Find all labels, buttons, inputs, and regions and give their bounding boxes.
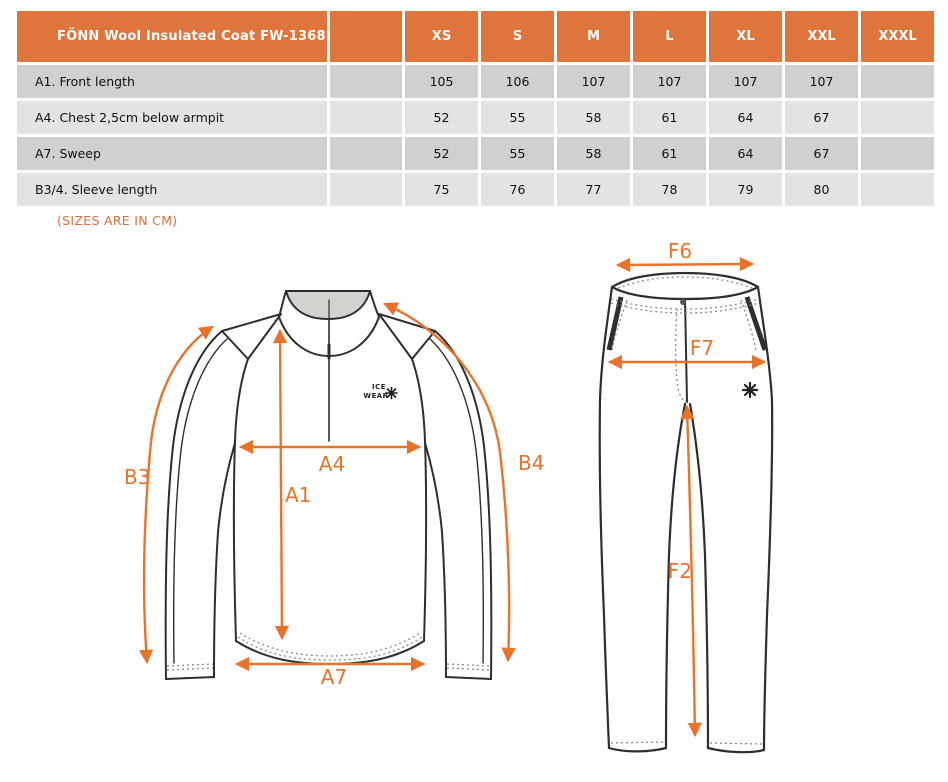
product-title: FÖNN Wool Insulated Coat FW-1368 <box>17 11 327 62</box>
spacer-cell <box>330 101 402 134</box>
spacer-cell <box>330 137 402 170</box>
value-cell: 79 <box>709 173 782 206</box>
size-header-xs: XS <box>405 11 478 62</box>
size-header-m: M <box>557 11 630 62</box>
logo-text-wear: WEAR <box>363 392 388 400</box>
value-cell <box>861 173 934 206</box>
value-cell: 78 <box>633 173 706 206</box>
value-cell <box>861 101 934 134</box>
waist-button <box>680 299 686 305</box>
a4-label: A4 <box>319 452 345 476</box>
table-row: B3/4. Sleeve length 75 76 77 78 79 80 <box>17 173 934 206</box>
jacket-arrows <box>138 302 516 672</box>
a7-label: A7 <box>321 665 347 689</box>
header-spacer-cell <box>330 11 402 62</box>
snowflake-icon <box>385 386 398 400</box>
value-cell: 107 <box>633 65 706 98</box>
value-cell: 61 <box>633 137 706 170</box>
table-header-row: FÖNN Wool Insulated Coat FW-1368 XS S M … <box>17 11 934 62</box>
icewear-logo: ICE WEAR <box>363 383 398 400</box>
b4-arrow <box>383 302 516 663</box>
f2-arrow <box>680 404 703 738</box>
value-cell: 106 <box>481 65 554 98</box>
value-cell: 76 <box>481 173 554 206</box>
units-note: (SIZES ARE IN CM) <box>57 213 178 228</box>
measurement-diagrams: ICE WEAR B3 B4 A1 A4 A7 <box>124 239 774 754</box>
pants-diagram <box>598 271 774 754</box>
value-cell: 75 <box>405 173 478 206</box>
value-cell: 52 <box>405 137 478 170</box>
value-cell: 64 <box>709 137 782 170</box>
b3-arrow <box>138 325 214 665</box>
f6-arrow <box>615 256 755 273</box>
table-row: A1. Front length 105 106 107 107 107 107 <box>17 65 934 98</box>
collar-inside <box>285 290 371 320</box>
value-cell: 67 <box>785 137 858 170</box>
pants-stitching <box>610 276 763 745</box>
table-row: A4. Chest 2,5cm below armpit 52 55 58 61… <box>17 101 934 134</box>
logo-text-ice: ICE <box>372 383 386 391</box>
spacer-cell <box>330 173 402 206</box>
size-header-l: L <box>633 11 706 62</box>
row-label: A4. Chest 2,5cm below armpit <box>17 101 327 134</box>
value-cell: 67 <box>785 101 858 134</box>
value-cell: 52 <box>405 101 478 134</box>
value-cell: 107 <box>557 65 630 98</box>
spacer-cell <box>330 65 402 98</box>
value-cell: 55 <box>481 101 554 134</box>
size-header-xl: XL <box>709 11 782 62</box>
value-cell: 105 <box>405 65 478 98</box>
jacket-diagram <box>164 290 493 680</box>
pants-arrows <box>607 256 767 738</box>
value-cell: 77 <box>557 173 630 206</box>
size-header-xxl: XXL <box>785 11 858 62</box>
size-header-xxxl: XXXL <box>861 11 934 62</box>
f2-label: F2 <box>668 559 692 583</box>
value-cell: 58 <box>557 101 630 134</box>
value-cell <box>861 137 934 170</box>
size-header-s: S <box>481 11 554 62</box>
row-label: B3/4. Sleeve length <box>17 173 327 206</box>
pants-snowflake-icon <box>741 381 759 399</box>
value-cell: 64 <box>709 101 782 134</box>
b4-label: B4 <box>518 451 544 475</box>
f6-label: F6 <box>668 239 692 263</box>
value-cell: 61 <box>633 101 706 134</box>
value-cell: 107 <box>785 65 858 98</box>
f7-label: F7 <box>690 336 714 360</box>
value-cell: 55 <box>481 137 554 170</box>
b3-label: B3 <box>124 465 150 489</box>
table-row: A7. Sweep 52 55 58 61 64 67 <box>17 137 934 170</box>
size-table: FÖNN Wool Insulated Coat FW-1368 XS S M … <box>14 8 937 209</box>
value-cell: 107 <box>709 65 782 98</box>
value-cell <box>861 65 934 98</box>
row-label: A7. Sweep <box>17 137 327 170</box>
a1-arrow <box>272 328 290 641</box>
value-cell: 80 <box>785 173 858 206</box>
value-cell: 58 <box>557 137 630 170</box>
a1-label: A1 <box>285 483 311 507</box>
row-label: A1. Front length <box>17 65 327 98</box>
